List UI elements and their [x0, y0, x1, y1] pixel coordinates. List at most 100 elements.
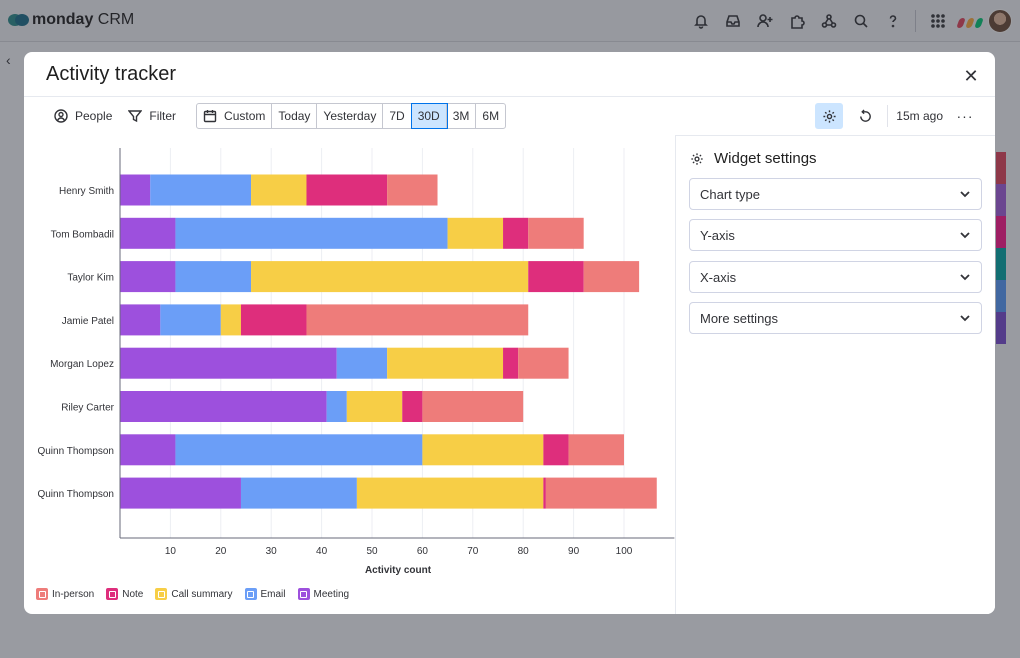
range-30d[interactable]: 30D: [410, 103, 448, 129]
date-range-selector: Custom Today Yesterday 7D 30D 3M 6M: [196, 103, 507, 129]
bar-segment-meeting[interactable]: [120, 347, 337, 379]
legend-label: Email: [260, 588, 286, 600]
person-icon: [54, 109, 68, 123]
legend-label: Meeting: [313, 588, 350, 600]
settings-gear-icon[interactable]: [815, 103, 844, 129]
bar-segment-meeting[interactable]: [120, 261, 176, 293]
legend-item-call-summary[interactable]: Call summary: [155, 588, 233, 600]
range-yesterday[interactable]: Yesterday: [317, 104, 384, 128]
x-axis-title: Activity count: [365, 565, 432, 576]
more-settings-accordion[interactable]: More settings: [689, 302, 982, 334]
bar-segment-call-summary[interactable]: [356, 477, 544, 509]
bar-segment-call-summary[interactable]: [447, 217, 504, 249]
legend-item-note[interactable]: Note: [106, 588, 143, 600]
bar-segment-in-person[interactable]: [545, 477, 657, 509]
integrations-icon[interactable]: [813, 9, 845, 33]
category-label: Tom Bombadil: [51, 229, 114, 240]
bar-segment-meeting[interactable]: [120, 304, 161, 336]
app-grid-icon[interactable]: [922, 9, 954, 33]
people-filter-button[interactable]: People: [46, 103, 120, 129]
x-tick-label: 60: [417, 546, 429, 557]
category-label: Henry Smith: [59, 186, 114, 197]
settings-gear-icon: [691, 152, 703, 165]
bar-segment-email[interactable]: [175, 434, 423, 466]
widget-actions: 15m ago ···: [815, 103, 979, 129]
bar-segment-note[interactable]: [240, 304, 307, 336]
apps-puzzle-icon[interactable]: [781, 9, 813, 33]
bar-segment-call-summary[interactable]: [220, 304, 241, 336]
bar-segment-in-person[interactable]: [306, 304, 529, 336]
bar-segment-email[interactable]: [326, 391, 347, 422]
bar-segment-note[interactable]: [503, 217, 529, 249]
range-6m[interactable]: 6M: [482, 109, 500, 123]
range-custom-label: Custom: [224, 109, 266, 123]
legend-item-in-person[interactable]: In-person: [36, 588, 94, 600]
bar-segment-email[interactable]: [240, 477, 357, 509]
legend-item-email[interactable]: Email: [244, 588, 286, 600]
bar-segment-email[interactable]: [175, 261, 252, 293]
bar-segment-email[interactable]: [175, 217, 448, 249]
bar-segment-in-person[interactable]: [583, 261, 640, 293]
category-label: Morgan Lopez: [50, 359, 114, 370]
bar-segment-in-person[interactable]: [568, 434, 624, 466]
bar-segment-meeting[interactable]: [120, 217, 176, 249]
bar-segment-email[interactable]: [160, 304, 221, 336]
x-tick-label: 100: [616, 546, 633, 557]
range-3m[interactable]: 3M: [447, 104, 477, 128]
bar-segment-meeting[interactable]: [120, 477, 241, 509]
bar-segment-note[interactable]: [306, 174, 388, 206]
bar-segment-call-summary[interactable]: [251, 174, 307, 206]
user-avatar[interactable]: [988, 9, 1012, 33]
widget-settings-header: Widget settings: [690, 150, 817, 167]
bar-segment-in-person[interactable]: [528, 217, 584, 249]
search-icon[interactable]: [845, 9, 877, 33]
close-icon[interactable]: ✕: [963, 65, 979, 86]
bar-segment-email[interactable]: [150, 174, 252, 206]
bar-segment-meeting[interactable]: [120, 391, 327, 422]
bar-segment-note[interactable]: [543, 477, 546, 509]
filter-toolbar: People Filter Custom Today Yesterday 7D …: [46, 103, 507, 129]
widget-settings-title: Widget settings: [714, 150, 817, 167]
refresh-icon[interactable]: [851, 103, 879, 129]
bar-segment-note[interactable]: [543, 434, 569, 466]
range-custom[interactable]: Custom: [197, 104, 273, 128]
x-axis-accordion[interactable]: X-axis: [689, 261, 982, 293]
bar-segment-call-summary[interactable]: [422, 434, 544, 466]
inbox-icon[interactable]: [717, 9, 749, 33]
bar-segment-call-summary[interactable]: [251, 261, 529, 293]
x-tick-label: 80: [518, 546, 530, 557]
category-label: Quinn Thompson: [37, 489, 114, 500]
bar-segment-call-summary[interactable]: [346, 391, 403, 422]
brand-name: monday CRM: [32, 11, 135, 28]
range-today[interactable]: Today: [272, 104, 318, 128]
bar-segment-in-person[interactable]: [422, 391, 524, 422]
x-tick-label: 30: [266, 546, 278, 557]
chart-bars: [120, 174, 657, 509]
monday-crm-logo[interactable]: monday CRM: [8, 10, 134, 30]
bar-segment-email[interactable]: [336, 347, 388, 379]
activity-bar-chart: Henry Smith Tom Bombadil Taylor Kim Jamie P…: [37, 148, 675, 576]
bar-segment-note[interactable]: [528, 261, 584, 293]
bar-segment-meeting[interactable]: [120, 174, 151, 206]
legend-item-meeting[interactable]: Meeting: [297, 588, 350, 600]
bar-segment-note[interactable]: [503, 347, 519, 379]
chevron-left-icon[interactable]: ‹: [6, 52, 11, 68]
bar-segment-note[interactable]: [402, 391, 423, 422]
bell-icon[interactable]: [685, 9, 717, 33]
legend-swatch-icon: [36, 588, 48, 600]
range-7d[interactable]: 7D: [383, 104, 412, 128]
more-options-icon[interactable]: ···: [956, 108, 974, 124]
bar-segment-meeting[interactable]: [120, 434, 176, 466]
bar-segment-in-person[interactable]: [387, 174, 438, 206]
help-icon[interactable]: [877, 9, 909, 33]
invite-member-icon[interactable]: [749, 9, 781, 33]
bar-segment-call-summary[interactable]: [387, 347, 504, 379]
legend-swatch-icon: [244, 588, 257, 600]
filter-button[interactable]: Filter: [120, 103, 184, 129]
x-tick-label: 50: [366, 546, 378, 557]
last-updated-text: 15m ago: [896, 109, 943, 123]
chart-type-accordion[interactable]: Chart type: [689, 178, 982, 210]
bar-segment-in-person[interactable]: [518, 347, 569, 379]
chart-type-label: Chart type: [700, 186, 760, 202]
y-axis-accordion[interactable]: Y-axis: [689, 219, 982, 251]
